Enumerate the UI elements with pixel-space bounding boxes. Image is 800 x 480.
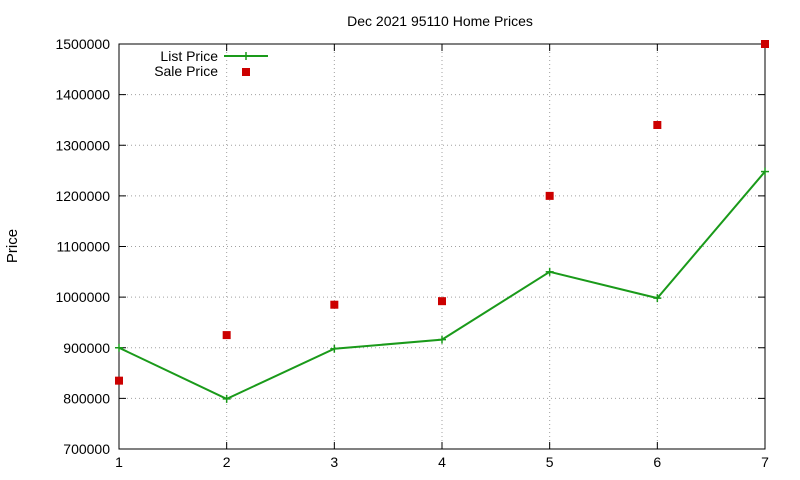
grid <box>119 44 765 449</box>
legend-swatch-sale-price <box>242 68 250 76</box>
sale-price-point <box>545 191 554 200</box>
list-price-point <box>330 344 339 353</box>
y-tick-label: 1400000 <box>55 87 110 103</box>
list-price-point <box>438 335 446 344</box>
x-tick-label: 4 <box>438 454 446 470</box>
sale-price-point <box>761 40 769 48</box>
x-tick-label: 7 <box>761 454 769 470</box>
y-tick-label: 1300000 <box>55 137 110 153</box>
list-price-point <box>222 394 231 403</box>
x-tick-label: 5 <box>546 454 554 470</box>
legend-marker-list-price <box>242 52 250 60</box>
list-price-point <box>761 167 769 176</box>
list-price-point <box>545 267 554 276</box>
x-tick-label: 1 <box>115 454 123 470</box>
list-price-point <box>115 343 123 352</box>
series <box>115 40 769 403</box>
y-tick-label: 1100000 <box>57 239 111 255</box>
sale-price-point <box>438 297 446 306</box>
y-axis-ticks: 700000 800000 900000 1000000 1100000 1200000 1… <box>55 36 765 457</box>
x-axis-ticks: 1 2 3 4 5 6 7 <box>115 44 769 470</box>
legend-label-list-price: List Price <box>160 48 218 64</box>
x-tick-label: 2 <box>223 454 231 470</box>
legend-label-sale-price: Sale Price <box>154 63 218 79</box>
x-tick-label: 3 <box>330 454 338 470</box>
y-tick-label: 900000 <box>63 340 110 356</box>
chart-title: Dec 2021 95110 Home Prices <box>347 13 533 29</box>
y-tick-label: 800000 <box>63 390 110 406</box>
y-tick-label: 1200000 <box>55 188 110 204</box>
sale-price-point <box>222 331 231 340</box>
x-tick-label: 6 <box>653 454 661 470</box>
sale-price-point <box>653 121 662 129</box>
y-tick-label: 700000 <box>63 441 110 457</box>
y-tick-label: 1000000 <box>55 289 110 305</box>
y-tick-label: 1500000 <box>55 36 110 52</box>
sale-price-point <box>330 300 339 309</box>
y-axis-label: Price <box>4 229 21 263</box>
sale-price-point <box>115 376 123 385</box>
list-price-point <box>653 294 662 303</box>
